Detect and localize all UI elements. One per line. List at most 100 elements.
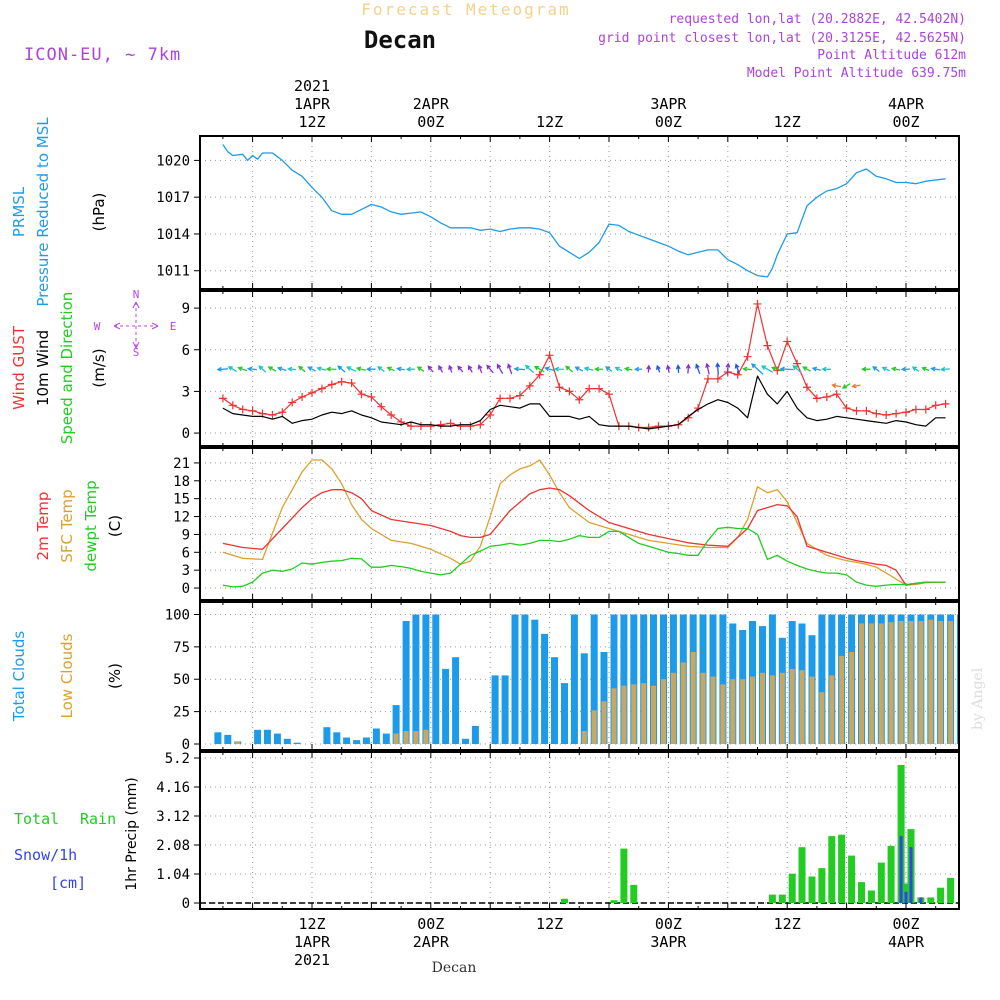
wind-direction-arrow [565,365,574,373]
low-cloud-bar [750,676,755,744]
wind-direction-arrow [355,366,366,372]
y-tick-label: 0 [182,737,190,753]
rain-bar [947,877,955,903]
panel-label: (C) [106,515,124,537]
low-cloud-bar [651,685,656,744]
panel-label: SFC Temp [58,489,76,562]
total-cloud-bar [323,727,331,744]
y-tick-label: 6 [182,545,190,561]
total-cloud-bar [273,733,281,744]
wind-direction-arrow [750,363,764,375]
gust-marker [436,420,445,429]
rain-bar [818,868,826,903]
low-cloud-bar [591,710,597,744]
time-label: 4APR [888,933,925,951]
gust-marker [872,409,881,418]
wind-panel-labels: Wind GUST 10m Wind Speed and Direction (m/s… [10,292,108,445]
pressure-panel: 1011 1014 1017 1020 [156,135,960,290]
total-cloud-bar [818,614,826,744]
low-cloud-bar [680,662,686,744]
gust-marker [535,370,544,379]
total-cloud-bar [402,621,410,744]
snow-bar [904,891,908,903]
panel-frame [199,751,960,910]
y-tick-label: 25 [173,705,190,721]
snow-bar [919,897,923,903]
wind-direction-arrow [921,366,930,372]
gust-marker [902,408,910,417]
time-label: 4APR [888,95,925,113]
total-cloud-bar [471,725,479,744]
precip-ylabel: 1hr Precip (mm) [124,777,140,890]
total-cloud-bar [620,614,628,744]
wind-direction-arrow [267,366,277,372]
wind-direction-arrow [307,366,316,372]
wind-direction-arrow [685,363,691,374]
time-label: 2021 [294,77,330,95]
gust-marker [278,408,287,417]
rain-bar [867,890,875,903]
gust-marker [812,394,821,403]
total-cloud-bar [580,653,588,744]
low-cloud-bar [235,741,241,744]
total-cloud-bar [392,705,400,744]
time-label: 00Z [655,113,682,131]
panel-frame [199,601,960,751]
total-cloud-bar [719,614,727,744]
y-tick-label: 50 [173,672,190,688]
snow-bar [909,847,913,903]
rain-bar [927,897,935,903]
gust-marker [506,394,514,403]
rain-bar [937,887,945,903]
total-cloud-bar [501,675,509,744]
gust-marker [288,398,297,407]
wind-compass: N S W E [94,288,177,359]
gust-marker [426,422,435,431]
gust-marker [486,411,495,420]
y-tick-label: 1017 [156,190,190,206]
time-label: 2021 [294,951,330,969]
wind-panel: 0 3 6 9 [182,290,960,447]
wind-direction-arrow [477,364,483,374]
snow-bar [899,836,903,903]
point-altitude: Point Altitude 612m [817,48,966,63]
low-cloud-bar [898,621,904,744]
y-tick-label: 3 [182,384,190,400]
panel-label: Total Clouds [10,631,28,723]
rain-bar [620,848,628,903]
gust-marker [713,374,722,383]
low-cloud-bar [849,652,855,744]
forecast-subtitle: Forecast Meteogram [361,0,570,19]
time-label: 3APR [650,933,687,951]
wind-direction-arrow [633,366,643,372]
gust-marker [822,392,831,401]
wind-direction-arrow [237,366,248,372]
y-tick-label: 3.12 [156,809,190,825]
low-cloud-bar [700,672,706,744]
total-cloud-bar [333,732,341,744]
low-cloud-bar [403,731,409,744]
wind-direction-arrow [725,362,731,375]
requested-coords: requested lon,lat (20.2882E, 42.5402N) [669,12,966,27]
total-cloud-bar [511,614,519,744]
panel-label: 10m Wind [34,330,52,406]
panel-label: (m/s) [90,348,108,387]
gust-marker [941,399,950,408]
footer-station: Decan [432,960,477,976]
gust-marker [595,384,604,393]
gust-marker [704,374,712,383]
gust-marker [585,384,594,393]
total-cloud-bar [491,675,499,744]
time-label: 12Z [536,113,563,131]
total-cloud-bar [957,614,958,744]
model-altitude: Model Point Altitude 639.75m [747,66,966,81]
total-cloud-bar [551,657,558,744]
gust-marker [238,405,247,414]
gust-marker [525,381,534,390]
low-cloud-bar [908,621,914,744]
total-cloud-bar [452,657,460,744]
wind-direction-arrow [605,366,613,372]
wind-direction-arrow [438,364,444,373]
